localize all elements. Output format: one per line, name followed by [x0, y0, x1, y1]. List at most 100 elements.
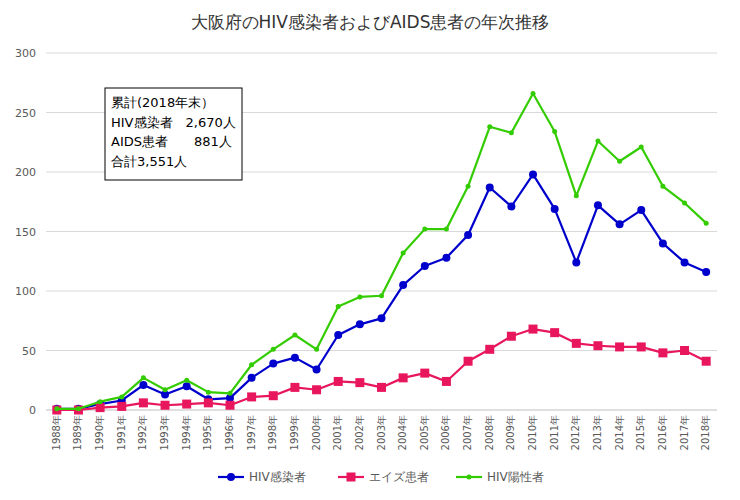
x-tick-label: 2016年 [657, 415, 668, 450]
data-point [704, 221, 709, 226]
x-tick-label: 2002年 [354, 415, 365, 450]
data-point [637, 342, 646, 351]
data-point [702, 268, 710, 276]
legend-label: HIV感染者 [249, 470, 306, 484]
data-point [401, 250, 406, 255]
data-point [356, 320, 364, 328]
x-tick-label: 1991年 [116, 415, 127, 450]
x-tick-label: 1988年 [51, 415, 62, 450]
x-tick-label: 1999年 [289, 415, 300, 450]
data-point [399, 373, 408, 382]
data-point [161, 401, 170, 410]
x-tick-label: 1997年 [246, 415, 257, 450]
legend-marker [467, 475, 472, 480]
data-point [529, 170, 537, 178]
y-tick-label: 0 [29, 404, 36, 417]
grid-line [46, 410, 717, 411]
plot-area [52, 91, 710, 415]
y-tick-label: 50 [22, 345, 36, 358]
legend-label: HIV陽性者 [487, 470, 544, 484]
data-point [594, 201, 602, 209]
x-tick-label: 2008年 [484, 415, 495, 450]
data-point [163, 387, 168, 392]
data-point [658, 348, 667, 357]
data-point [377, 383, 386, 392]
y-tick-label: 100 [15, 285, 36, 298]
data-point [206, 390, 211, 395]
data-point [290, 383, 299, 392]
legend-marker [227, 473, 235, 481]
data-point [507, 332, 516, 341]
data-point [269, 391, 278, 400]
series-line [57, 174, 706, 408]
data-point [54, 406, 59, 411]
annotation: HIV感染者 2,670人 [111, 115, 236, 130]
x-tick-label: 2006年 [440, 415, 451, 450]
data-point [531, 91, 536, 96]
grid-line [46, 53, 717, 54]
data-point [312, 385, 321, 394]
data-point [52, 406, 61, 415]
data-point [574, 193, 579, 198]
x-tick-label: 2012年 [570, 415, 581, 450]
x-tick-label: 1998年 [267, 415, 278, 450]
data-point [204, 398, 213, 407]
data-point [442, 254, 450, 262]
data-point [314, 347, 319, 352]
data-point [76, 406, 81, 411]
x-tick-label: 2017年 [679, 415, 690, 450]
data-point [595, 139, 600, 144]
series-line [57, 93, 706, 408]
data-point [269, 360, 277, 368]
data-point [442, 377, 451, 386]
data-point [659, 239, 667, 247]
data-point [551, 205, 559, 213]
data-point [139, 398, 148, 407]
data-point [357, 294, 362, 299]
x-tick-label: 2004年 [397, 415, 408, 450]
data-point [334, 331, 342, 339]
data-point [249, 362, 254, 367]
data-point [183, 382, 191, 390]
data-point [117, 402, 126, 411]
data-point [639, 145, 644, 150]
annotation: 累計(2018年末） [111, 95, 214, 110]
grid-line [46, 291, 717, 292]
data-point [681, 258, 689, 266]
data-point [355, 378, 364, 387]
data-point [313, 366, 321, 374]
data-point [485, 345, 494, 354]
data-point [336, 304, 341, 309]
data-point [552, 129, 557, 134]
data-point [98, 399, 103, 404]
data-point [702, 357, 711, 366]
x-tick-label: 2003年 [376, 415, 387, 450]
data-point [572, 339, 581, 348]
x-tick-label: 1995年 [202, 415, 213, 450]
data-point [420, 369, 429, 378]
data-point [184, 378, 189, 383]
data-point [271, 347, 276, 352]
x-tick-label: 2010年 [527, 415, 538, 450]
x-tick-label: 2009年 [505, 415, 516, 450]
y-tick-label: 150 [15, 226, 36, 239]
data-point [96, 403, 105, 412]
data-point [444, 227, 449, 232]
data-point [572, 258, 580, 266]
data-point [248, 374, 256, 382]
x-tick-label: 2005年 [419, 415, 430, 450]
data-point [378, 314, 386, 322]
series-line [57, 329, 706, 410]
legend-marker [347, 473, 356, 482]
data-point [292, 333, 297, 338]
x-tick-label: 1990年 [94, 415, 105, 450]
data-point [182, 400, 191, 409]
data-point [487, 124, 492, 129]
data-point [617, 159, 622, 164]
data-point [225, 401, 234, 410]
data-point [464, 231, 472, 239]
data-point [680, 346, 689, 355]
annotation-box [105, 88, 242, 180]
data-point [422, 227, 427, 232]
x-tick-label: 1989年 [72, 415, 83, 450]
